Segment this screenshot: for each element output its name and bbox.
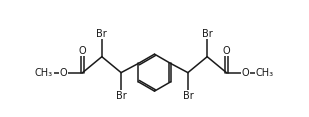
Text: O: O — [222, 46, 230, 56]
Text: Br: Br — [116, 91, 126, 101]
Text: O: O — [242, 68, 249, 78]
Text: Br: Br — [202, 29, 213, 39]
Text: Br: Br — [202, 29, 213, 39]
Text: O: O — [60, 68, 67, 78]
Text: Br: Br — [96, 29, 107, 39]
Text: O: O — [222, 46, 230, 56]
Text: O: O — [60, 68, 67, 78]
Text: CH₃: CH₃ — [256, 68, 274, 78]
Text: CH₃: CH₃ — [35, 68, 53, 78]
Text: Br: Br — [183, 91, 193, 101]
Text: Br: Br — [96, 29, 107, 39]
Text: O: O — [242, 68, 249, 78]
Text: CH₃: CH₃ — [35, 68, 53, 78]
Text: CH₃: CH₃ — [256, 68, 274, 78]
Text: Br: Br — [116, 91, 126, 101]
Text: O: O — [79, 46, 87, 56]
Text: Br: Br — [183, 91, 193, 101]
Text: O: O — [79, 46, 87, 56]
